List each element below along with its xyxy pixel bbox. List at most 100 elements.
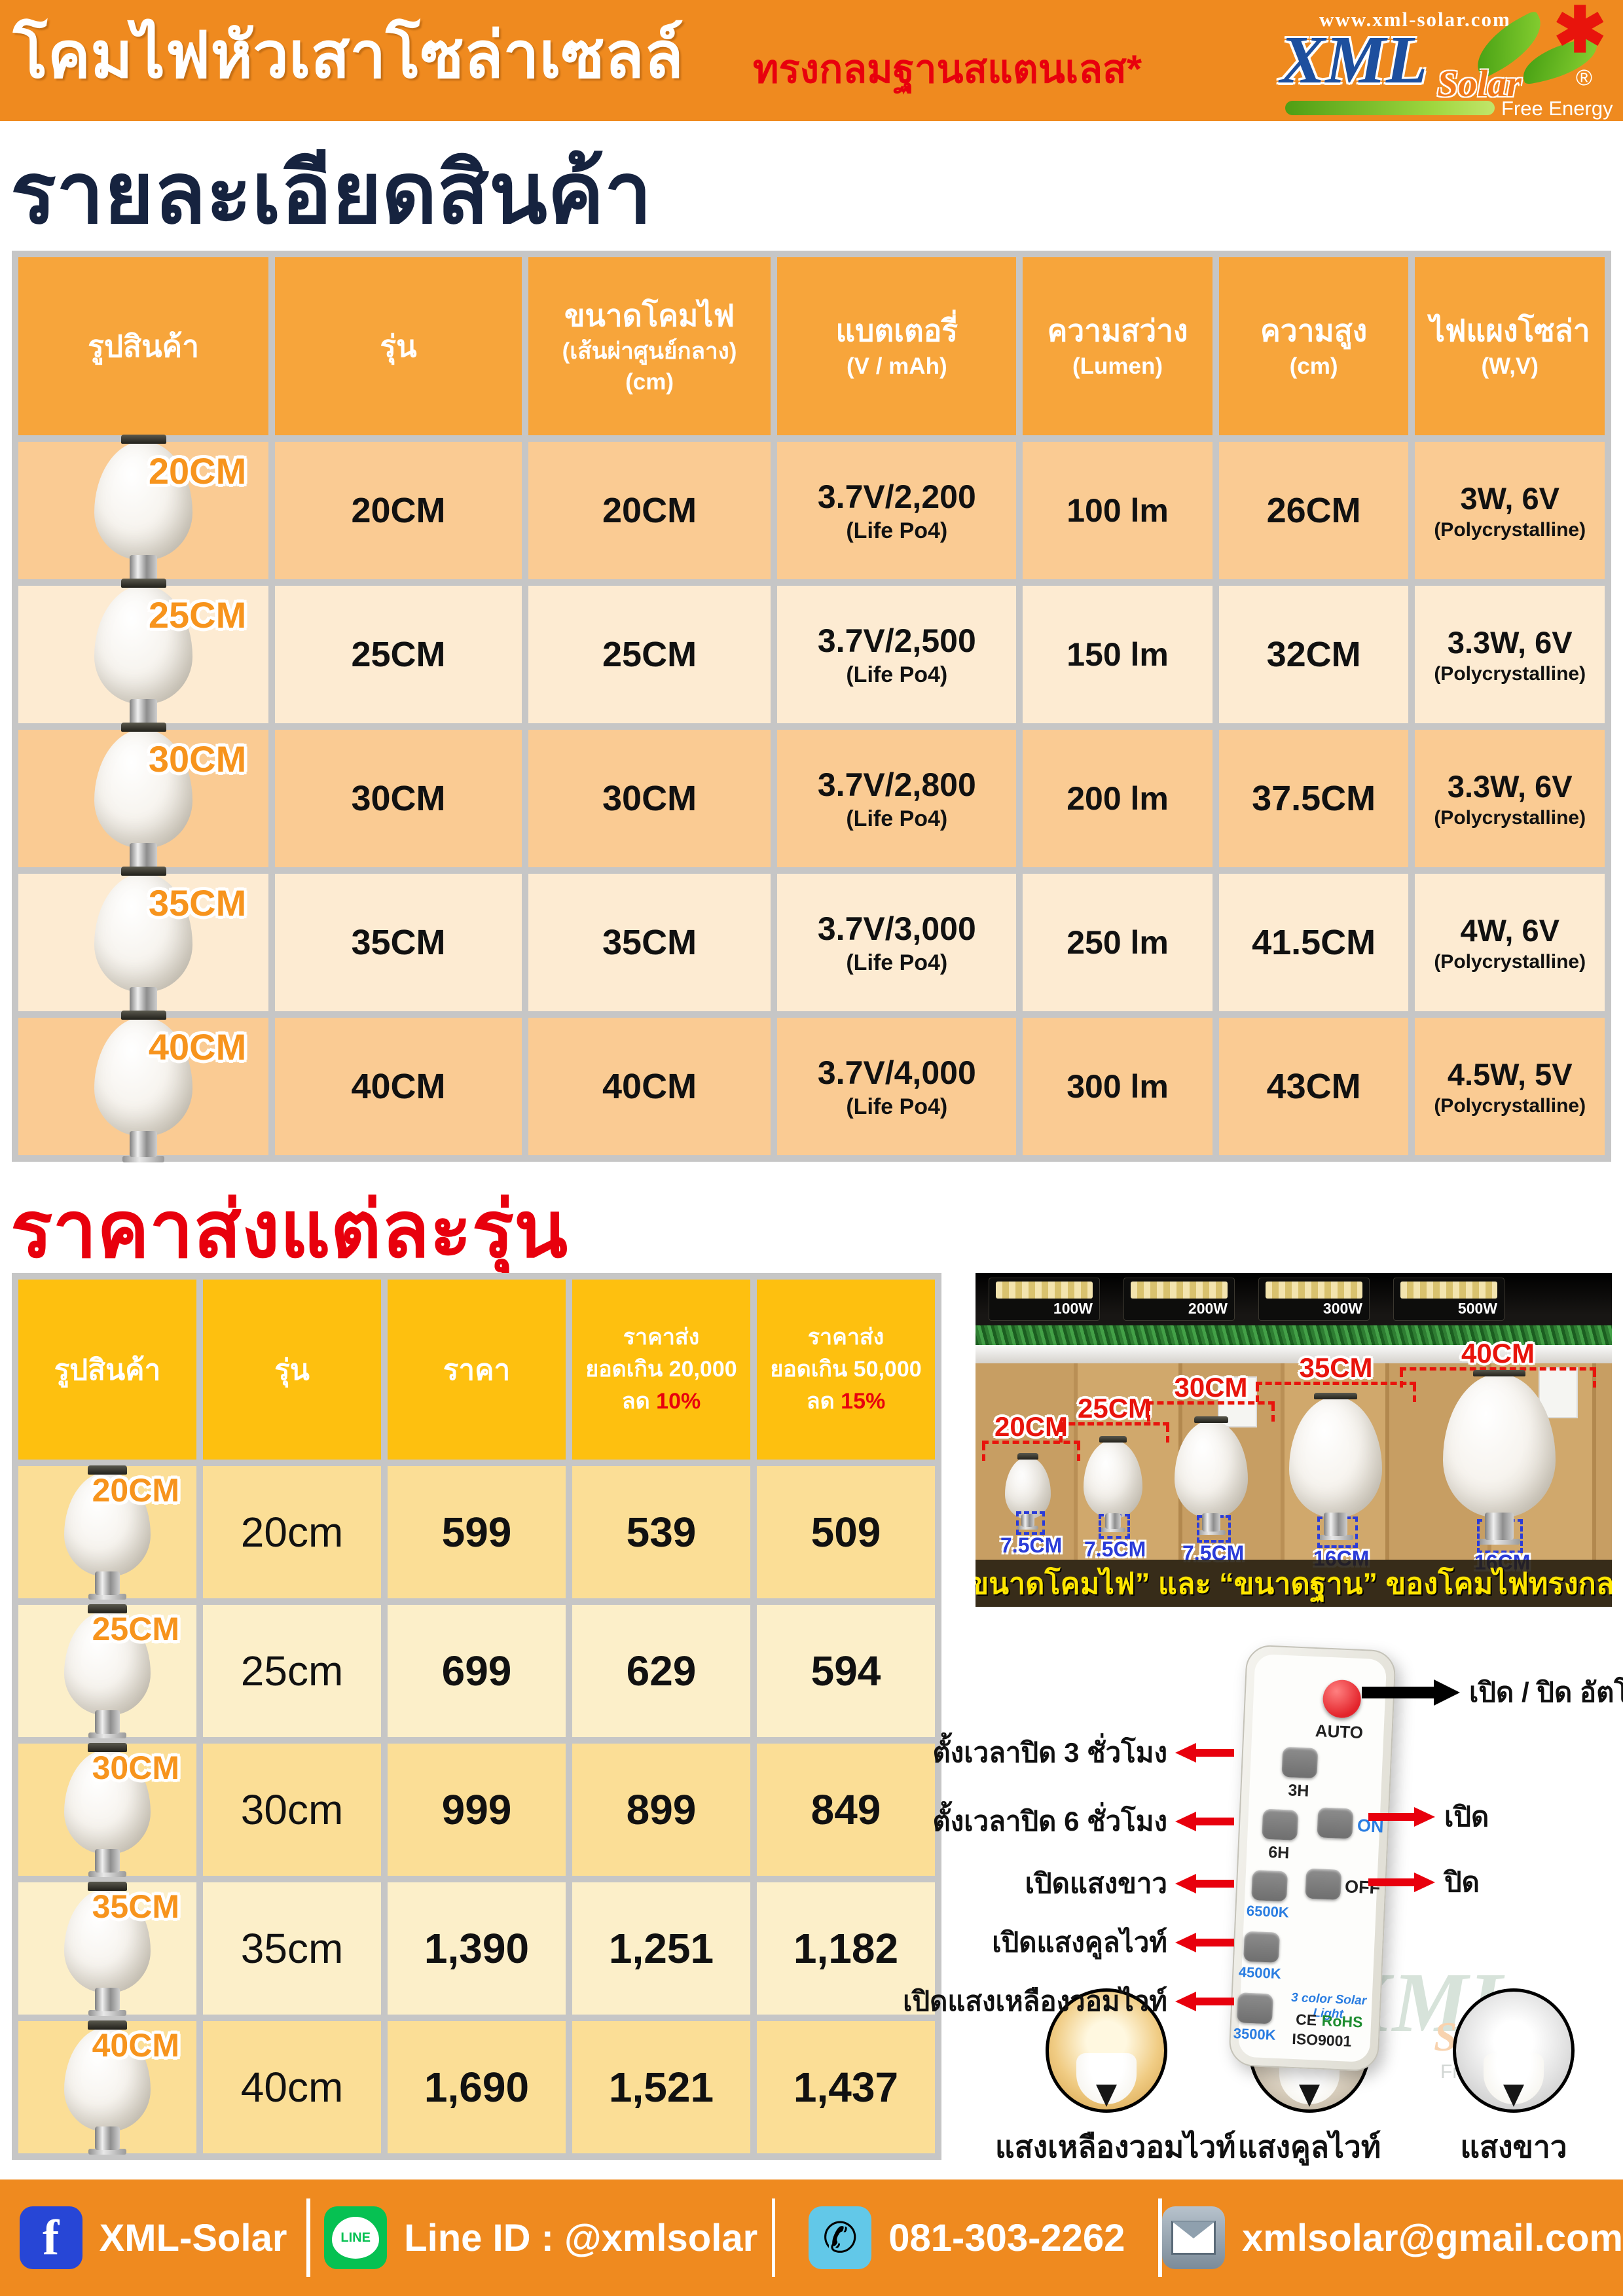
line-contact: LINE Line ID : @xmlsolar [310,2206,772,2269]
cool-white-label: 4500K [1238,1964,1282,1982]
shelf-display: 100W 200W 300W 500W [976,1273,1612,1325]
facebook-contact: f XML-Solar [0,2206,306,2269]
spec-col-header-image: รูปสินค้า [18,257,269,435]
lamp-base [130,555,158,581]
size-badge: 35CM [148,882,247,924]
arrow-left-icon [1175,1812,1234,1831]
lamp-product-photo [94,1011,193,1162]
spec-cell-panel: 3.3W, 6V (Polycrystalline) [1415,730,1605,867]
measure-35cm: 35CM [1256,1352,1416,1402]
spec-cell-lumen: 300 lm [1023,1018,1213,1155]
white-light-button [1251,1870,1288,1902]
spec-cell-size: 20CM [528,442,771,579]
remote-diagram: XML Solar Free Energy AUTO 3H 6H ON 6500… [903,1640,1623,2083]
spec-cell-height: 41.5CM [1218,874,1409,1011]
photo-lamp-20cm [1005,1453,1051,1530]
label-timer-6h: ตั้งเวลาปิด 6 ชั่วโมง [932,1800,1234,1843]
spec-cell-size: 40CM [528,1018,771,1155]
price-col-header-image: รูปสินค้า [18,1280,196,1460]
floodlight-box: 100W [989,1278,1100,1321]
auto-button-label: AUTO [1315,1721,1364,1743]
spec-col-header-height: ความสูง (cm) [1218,257,1409,435]
lamp-product-photo [64,1881,151,2016]
price-cell-price: 999 [388,1744,566,1876]
spec-table: รูปสินค้า รุ่น ขนาดโคมไฟ (เส้นผ่าศูนย์กลา… [12,251,1611,1162]
mode-warm-white: แสงเหลืองวอมไวท์ [995,1988,1236,2171]
spec-cell-battery: 3.7V/2,200 (Life Po4) [777,442,1017,579]
base-size-label: 7.5CM [1084,1537,1146,1561]
floodlight-box: 200W [1123,1278,1235,1321]
footer-divider [771,2198,776,2277]
spec-cell-lumen: 150 lm [1023,586,1213,723]
price-cell-price: 599 [388,1466,566,1598]
iso-mark: ISO9001 [1291,2030,1352,2050]
spec-cell-model: 25CM [275,586,522,723]
header-banner: โคมไฟหัวเสาโซล่าเซลล์ ทรงกลมฐานสแตนเลส* … [0,0,1623,121]
size-badge: 35CM [92,1888,179,1925]
spec-row-image: 20CM [18,435,269,586]
rohs-mark: RoHS [1321,2011,1364,2031]
price-cell-tier2: 1,182 [757,1882,935,2015]
size-badge: 40CM [92,2027,179,2064]
price-cell-model: 35cm [203,1882,381,2015]
price-row-image: 20CM [18,1465,196,1600]
arrow-right-icon [1368,1873,1435,1892]
price-cell-model: 40cm [203,2021,381,2153]
photo-lamp-25cm [1084,1436,1142,1532]
price-cell-tier1: 899 [572,1744,750,1876]
size-badge: 30CM [148,738,247,780]
footer-divider [306,2198,310,2277]
spec-cell-battery: 3.7V/4,000 (Life Po4) [777,1018,1017,1155]
spec-cell-size: 25CM [528,586,771,723]
spec-cell-size: 30CM [528,730,771,867]
spec-cell-battery: 3.7V/2,500 (Life Po4) [777,586,1017,723]
price-col-header-model: รุ่น [203,1280,381,1460]
arrow-left-icon [1175,1933,1234,1952]
measure-25cm: 25CM [1059,1393,1169,1443]
section-title-wholesale-price: ราคาส่งแต่ละรุ่น [10,1186,568,1274]
price-cell-tier2: 849 [757,1744,935,1876]
price-cell-price: 699 [388,1605,566,1737]
on-button [1317,1807,1354,1839]
measure-20cm: 20CM [982,1411,1080,1461]
label-auto: เปิด / ปิด อัตโนมัติ [1362,1671,1623,1714]
spec-cell-panel: 3W, 6V (Polycrystalline) [1415,442,1605,579]
price-col-header-tier1: ราคาส่ง ยอดเกิน 20,000 ลด 10% [572,1280,750,1460]
lamp-product-photo [64,1465,151,1600]
spec-cell-model: 40CM [275,1018,522,1155]
size-badge: 40CM [148,1026,247,1067]
photo-lamp-35cm [1289,1393,1382,1540]
line-icon: LINE [324,2206,388,2269]
label-timer-3h: ตั้งเวลาปิด 3 ชั่วโมง [932,1731,1234,1774]
warm-white-label: 3500K [1233,2025,1277,2043]
size-badge: 20CM [148,450,247,492]
photo-caption: “ขนาดโคมไฟ” และ “ขนาดฐาน” ของโคมไฟทรงกลม [976,1560,1612,1607]
price-row-image: 30CM [18,1742,196,1877]
logo-xml-text: XML [1280,22,1428,98]
price-cell-tier1: 539 [572,1466,750,1598]
lamp-product-photo [64,1604,151,1738]
wood-background: 20CM 25CM 30CM 35CM 40CM 7.5CM 7.5CM 7.5… [976,1338,1612,1574]
spec-cell-panel: 4W, 6V (Polycrystalline) [1415,874,1605,1011]
arrow-right-icon [1362,1679,1460,1706]
white-light-label: 6500K [1246,1902,1290,1921]
arrow-right-icon [1368,1807,1435,1827]
section-title-product-details: รายละเอียดสินค้า [10,145,652,241]
price-cell-tier1: 629 [572,1605,750,1737]
timer-3h-label: 3H [1287,1781,1310,1801]
page-subtitle: ทรงกลมฐานสแตนเลส* [753,47,1142,91]
price-row-image: 40CM [18,2020,196,2155]
timer-6h-button [1262,1808,1299,1840]
lamp-product-photo [94,723,193,874]
logo-underline [1285,101,1495,115]
price-cell-tier2: 594 [757,1605,935,1737]
price-cell-model: 20cm [203,1466,381,1598]
price-col-header-tier2: ราคาส่ง ยอดเกิน 50,000 ลด 15% [757,1280,935,1460]
discount-percent: 10% [656,1389,701,1414]
timer-3h-button [1281,1746,1319,1779]
lamp-product-photo [64,2020,151,2155]
spec-col-header-battery: แบตเตอรี่ (V / mAh) [777,257,1017,435]
contact-footer: f XML-Solar LINE Line ID : @xmlsolar ✆ 0… [0,2179,1623,2296]
sun-star-icon: ✱ [1554,0,1607,65]
